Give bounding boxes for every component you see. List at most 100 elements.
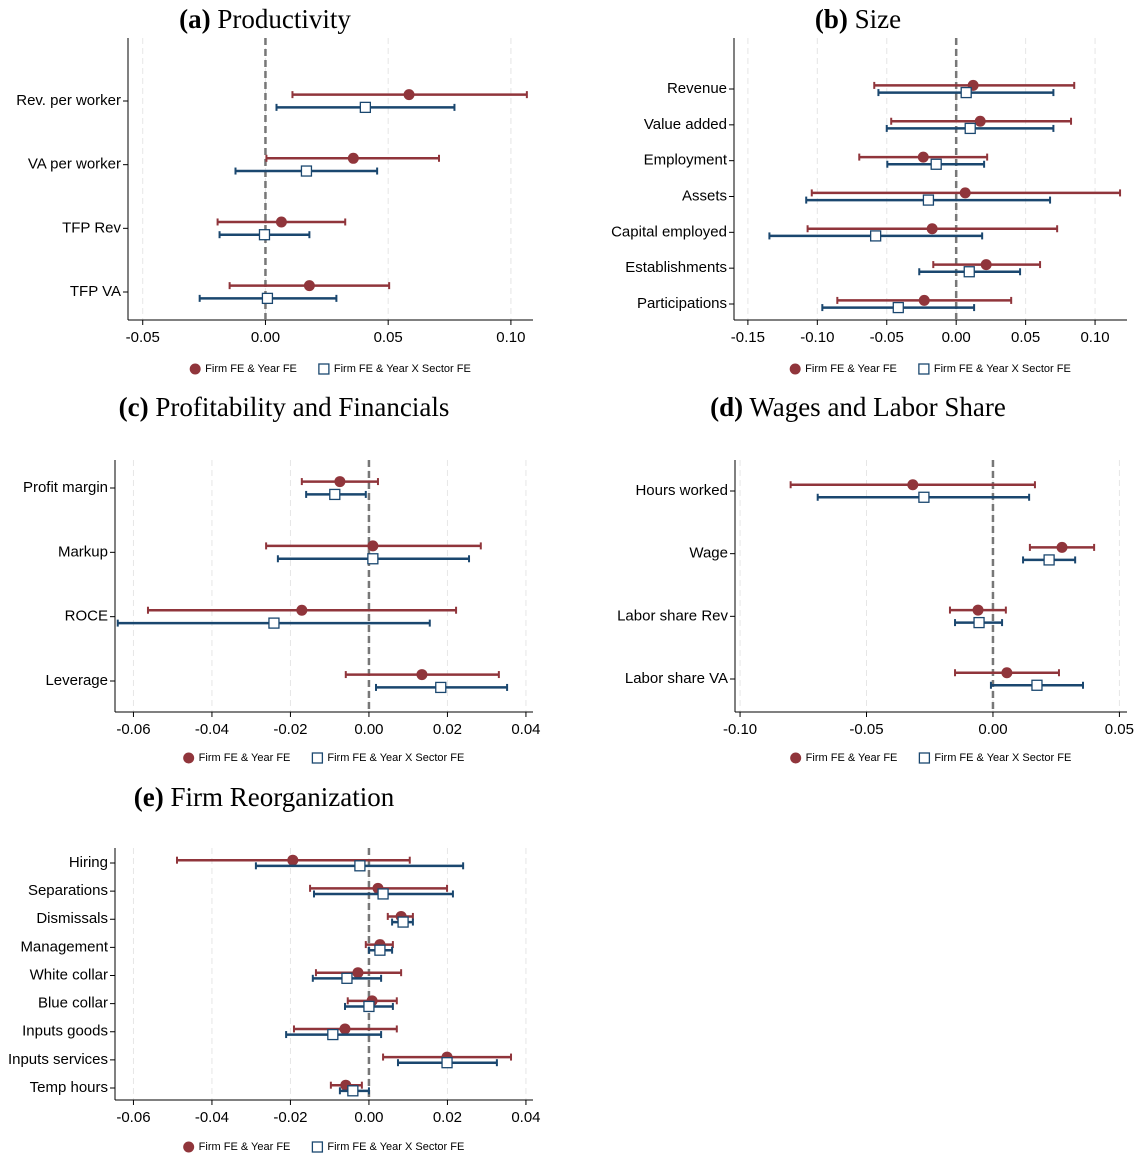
x-tick-label: 0.04 xyxy=(511,721,540,738)
x-tick-label: 0.05 xyxy=(374,329,403,346)
legend-label: Firm FE & Year FE xyxy=(199,752,291,764)
x-tick-label: -0.10 xyxy=(800,329,834,346)
point xyxy=(917,151,929,163)
panel-title: (e) Firm Reorganization xyxy=(134,782,395,812)
y-tick-label: Capital employed xyxy=(611,223,727,240)
point xyxy=(403,89,415,101)
y-tick-label: Separations xyxy=(28,882,108,899)
panel-title-text: Profitability and Financials xyxy=(155,392,449,422)
point xyxy=(347,152,359,164)
point xyxy=(416,669,428,681)
point xyxy=(963,266,975,278)
point xyxy=(435,681,447,694)
y-tick-label: Temp hours xyxy=(30,1079,108,1096)
x-tick-label: 0.02 xyxy=(433,1109,462,1126)
point xyxy=(261,292,274,305)
point xyxy=(973,616,985,629)
legend-marker xyxy=(183,752,195,764)
x-tick-label: -0.06 xyxy=(116,1109,150,1126)
panel-title: (c) Profitability and Financials xyxy=(119,392,450,422)
y-tick-label: Assets xyxy=(682,187,727,204)
legend-marker xyxy=(183,1141,195,1153)
x-tick-label: -0.02 xyxy=(273,721,307,738)
point xyxy=(959,187,971,199)
point xyxy=(397,916,409,928)
panel-title-text: Firm Reorganization xyxy=(171,782,395,812)
point xyxy=(926,223,938,235)
legend-marker xyxy=(918,752,931,764)
point xyxy=(930,158,942,170)
y-tick-label: Dismissals xyxy=(36,910,108,927)
point xyxy=(341,972,353,984)
legend-label: Firm FE & Year FE xyxy=(805,363,897,375)
panel-title: (d) Wages and Labor Share xyxy=(710,392,1006,422)
x-tick-label: 0.00 xyxy=(942,329,971,346)
point xyxy=(300,165,313,177)
point xyxy=(907,479,919,491)
y-tick-label: Blue collar xyxy=(38,995,108,1012)
y-tick-label: Hiring xyxy=(69,854,108,871)
y-tick-label: TFP Rev xyxy=(62,219,121,236)
x-tick-label: 0.00 xyxy=(354,1109,383,1126)
point xyxy=(287,854,299,866)
y-tick-label: Participations xyxy=(637,295,727,312)
point xyxy=(347,1085,359,1097)
legend-label: Firm FE & Year FE xyxy=(205,363,297,375)
x-tick-label: -0.06 xyxy=(116,721,150,738)
y-tick-label: Employment xyxy=(644,152,728,169)
legend-label: Firm FE & Year X Sector FE xyxy=(934,363,1071,375)
legend: Firm FE & Year FE Firm FE & Year X Sector… xyxy=(789,363,1071,375)
legend-marker xyxy=(189,363,201,375)
point xyxy=(329,488,341,501)
x-tick-label: -0.10 xyxy=(723,721,757,738)
point xyxy=(918,294,930,306)
point xyxy=(296,604,308,616)
y-tick-label: Labor share Rev xyxy=(617,607,728,624)
x-tick-label: 0.00 xyxy=(978,721,1007,738)
legend: Firm FE & Year FE Firm FE & Year X Sector… xyxy=(183,752,464,764)
point xyxy=(974,115,986,127)
legend: Firm FE & Year FE Firm FE & Year X Sector… xyxy=(183,1141,464,1153)
point xyxy=(1031,679,1043,691)
point xyxy=(960,86,972,99)
x-tick-label: 0.10 xyxy=(1080,329,1109,346)
point xyxy=(359,101,372,114)
point xyxy=(363,1000,375,1013)
panel-title-text: Wages and Labor Share xyxy=(749,392,1005,422)
y-tick-label: Profit margin xyxy=(23,479,108,496)
point xyxy=(303,280,315,292)
point xyxy=(1001,667,1013,679)
y-tick-label: TFP VA xyxy=(70,283,121,300)
legend: Firm FE & Year FE Firm FE & Year X Sector… xyxy=(189,363,471,375)
y-tick-label: Value added xyxy=(644,116,727,133)
x-tick-label: 0.10 xyxy=(496,329,525,346)
x-tick-label: 0.02 xyxy=(433,721,462,738)
x-tick-label: 0.04 xyxy=(511,1109,540,1126)
point xyxy=(964,122,976,135)
panel-label: (c) xyxy=(119,392,149,422)
point xyxy=(275,216,287,228)
point xyxy=(367,553,379,565)
legend-marker xyxy=(789,363,801,375)
point xyxy=(268,617,280,629)
y-tick-label: Wage xyxy=(689,545,728,562)
legend-marker xyxy=(311,1141,324,1153)
panel-title: (a) Productivity xyxy=(179,4,351,34)
x-tick-label: 0.00 xyxy=(251,329,280,346)
legend-marker xyxy=(311,752,324,764)
y-tick-label: Revenue xyxy=(667,80,727,97)
y-tick-label: Hours worked xyxy=(635,482,728,499)
point xyxy=(892,301,904,314)
legend-label: Firm FE & Year X Sector FE xyxy=(327,1141,464,1153)
panel-label: (a) xyxy=(179,4,210,34)
point xyxy=(1056,541,1068,553)
point xyxy=(334,476,346,488)
y-tick-label: White collar xyxy=(30,966,108,983)
x-tick-label: -0.05 xyxy=(126,329,160,346)
y-tick-label: VA per worker xyxy=(28,156,121,173)
y-tick-label: Management xyxy=(20,938,108,955)
y-tick-label: ROCE xyxy=(65,608,108,625)
legend-marker xyxy=(318,363,330,375)
point xyxy=(918,491,930,503)
